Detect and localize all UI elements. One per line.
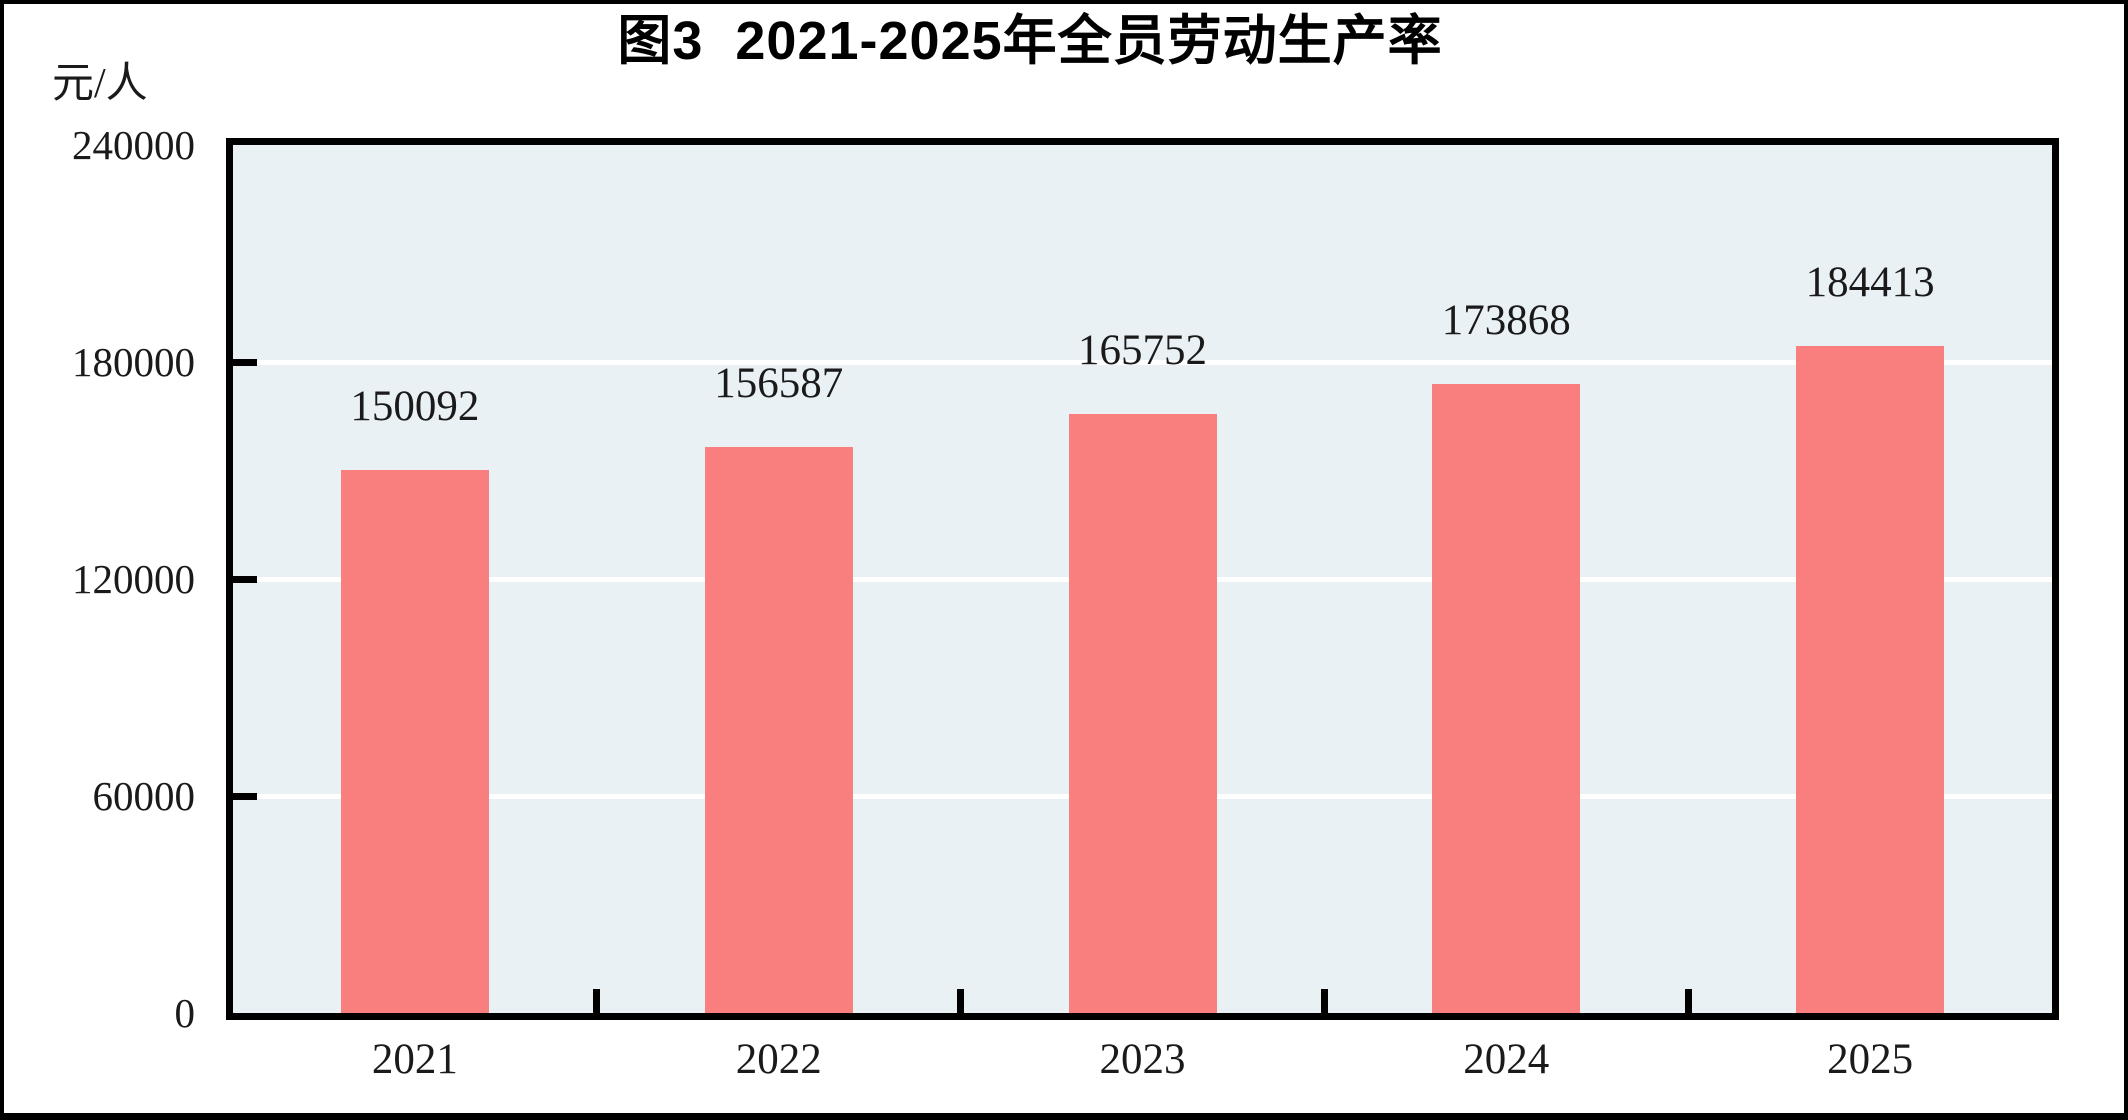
x-tick-label-2025: 2025 (1827, 1036, 1914, 1083)
bar-value-label-2025: 184413 (1805, 259, 1935, 307)
y-tick-label-0: 0 (174, 990, 196, 1036)
y-axis-unit-label: 元/人 (52, 61, 148, 107)
x-tick-label-2022: 2022 (735, 1036, 822, 1083)
x-tick-boundary-1 (593, 989, 601, 1013)
y-tick-label-240000: 240000 (72, 122, 195, 168)
chart-title: 图3 2021-2025年全员劳动生产率 (617, 11, 1443, 71)
x-tick-boundary-4 (1684, 989, 1692, 1013)
y-tick-60000 (233, 792, 257, 800)
gridline-180000 (233, 359, 2052, 365)
bar-2021 (340, 470, 489, 1013)
bar-2022 (704, 446, 853, 1013)
x-tick-boundary-2 (957, 989, 965, 1013)
plot-inner: 150092 156587 165752 173868 184413 (233, 145, 2052, 1013)
bar-value-label-2021: 150092 (350, 383, 480, 431)
x-tick-label-2023: 2023 (1099, 1036, 1186, 1083)
x-tick-boundary-3 (1320, 989, 1328, 1013)
y-tick-label-180000: 180000 (72, 339, 195, 385)
x-tick-label-2021: 2021 (371, 1036, 458, 1083)
bar-value-label-2022: 156587 (714, 359, 844, 407)
y-tick-label-120000: 120000 (72, 556, 195, 602)
x-tick-label-2024: 2024 (1463, 1036, 1550, 1083)
bar-value-label-2023: 165752 (1078, 326, 1207, 374)
bar-2024 (1432, 384, 1581, 1013)
plot-area: 150092 156587 165752 173868 184413 (226, 138, 2059, 1020)
bar-2025 (1796, 346, 1945, 1013)
y-tick-label-60000: 60000 (92, 773, 196, 819)
bar-2023 (1068, 413, 1217, 1013)
y-tick-180000 (233, 358, 257, 366)
bar-value-label-2024: 173868 (1441, 297, 1571, 345)
y-tick-120000 (233, 575, 257, 583)
